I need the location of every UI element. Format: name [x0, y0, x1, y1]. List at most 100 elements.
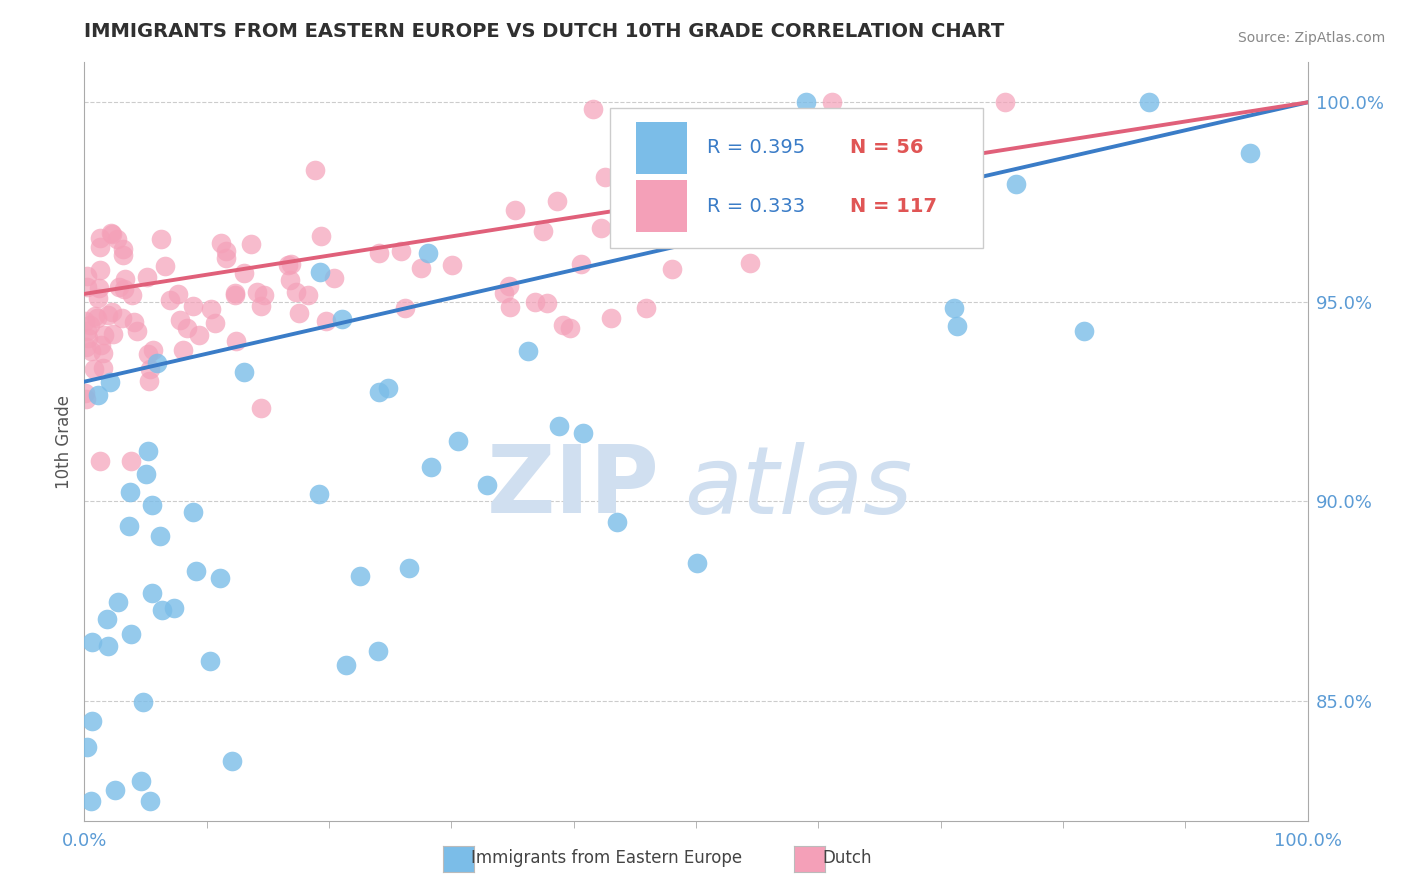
Point: [498, 279, 520, 293]
Point: [503, 202, 526, 217]
Point: [606, 515, 628, 529]
Point: [209, 235, 232, 250]
Point: [184, 564, 207, 578]
Point: [105, 231, 128, 245]
Point: [159, 293, 181, 307]
Point: [80, 794, 103, 808]
Point: [755, 124, 778, 138]
Point: [146, 356, 169, 370]
Point: [1137, 95, 1160, 110]
Point: [330, 312, 353, 326]
Point: [418, 246, 440, 260]
Point: [315, 314, 337, 328]
FancyBboxPatch shape: [636, 180, 688, 232]
Point: [311, 228, 333, 243]
Point: [111, 248, 134, 262]
Point: [441, 259, 464, 273]
Point: [125, 324, 148, 338]
Point: [176, 320, 198, 334]
Point: [187, 328, 209, 343]
Point: [994, 95, 1017, 110]
Point: [1073, 324, 1095, 338]
Point: [135, 467, 157, 482]
Point: [582, 102, 605, 116]
Text: Source: ZipAtlas.com: Source: ZipAtlas.com: [1237, 31, 1385, 45]
Point: [636, 301, 658, 315]
Point: [499, 301, 522, 315]
Point: [848, 172, 870, 186]
Text: IMMIGRANTS FROM EASTERN EUROPE VS DUTCH 10TH GRADE CORRELATION CHART: IMMIGRANTS FROM EASTERN EUROPE VS DUTCH …: [84, 22, 1005, 41]
Point: [699, 228, 721, 243]
Text: R = 0.333: R = 0.333: [707, 196, 806, 216]
Point: [377, 381, 399, 395]
Point: [879, 173, 901, 187]
Point: [848, 135, 870, 149]
Point: [149, 232, 172, 246]
Point: [77, 331, 100, 345]
Point: [634, 188, 657, 202]
Point: [138, 374, 160, 388]
Point: [76, 324, 98, 338]
Point: [90, 338, 112, 352]
Point: [225, 334, 247, 348]
Point: [547, 419, 569, 434]
Point: [956, 187, 979, 202]
Point: [740, 256, 762, 270]
Point: [943, 301, 966, 316]
Point: [84, 309, 107, 323]
Point: [86, 310, 108, 325]
Point: [661, 261, 683, 276]
Text: atlas: atlas: [683, 442, 912, 533]
Point: [75, 340, 97, 354]
Point: [288, 305, 311, 319]
Point: [139, 794, 162, 808]
Point: [181, 505, 204, 519]
Point: [447, 434, 470, 448]
Point: [569, 257, 592, 271]
Point: [252, 288, 274, 302]
Point: [104, 782, 127, 797]
Point: [794, 95, 817, 110]
Point: [950, 148, 973, 162]
Point: [101, 227, 124, 241]
Point: [335, 658, 357, 673]
Point: [571, 426, 593, 441]
Point: [686, 556, 709, 570]
Point: [121, 288, 143, 302]
Point: [411, 261, 433, 276]
Point: [136, 270, 159, 285]
Point: [132, 695, 155, 709]
Point: [139, 362, 162, 376]
Point: [938, 201, 960, 215]
Point: [122, 315, 145, 329]
Point: [80, 634, 103, 648]
Point: [730, 155, 752, 169]
Point: [304, 162, 326, 177]
Point: [249, 401, 271, 415]
Point: [367, 644, 389, 658]
Point: [200, 302, 222, 317]
Point: [517, 343, 540, 358]
Point: [98, 375, 121, 389]
Point: [83, 362, 105, 376]
FancyBboxPatch shape: [636, 121, 688, 174]
Point: [163, 601, 186, 615]
Point: [91, 346, 114, 360]
Point: [531, 224, 554, 238]
Point: [120, 627, 142, 641]
Point: [600, 310, 623, 325]
Point: [718, 167, 741, 181]
Point: [112, 282, 135, 296]
Point: [93, 327, 115, 342]
Point: [136, 346, 159, 360]
Point: [198, 654, 221, 668]
Point: [100, 227, 122, 241]
Point: [308, 487, 330, 501]
Point: [75, 392, 97, 406]
Point: [167, 286, 190, 301]
Point: [221, 754, 243, 768]
Point: [589, 221, 612, 235]
Point: [91, 361, 114, 376]
Point: [141, 586, 163, 600]
Point: [277, 258, 299, 272]
